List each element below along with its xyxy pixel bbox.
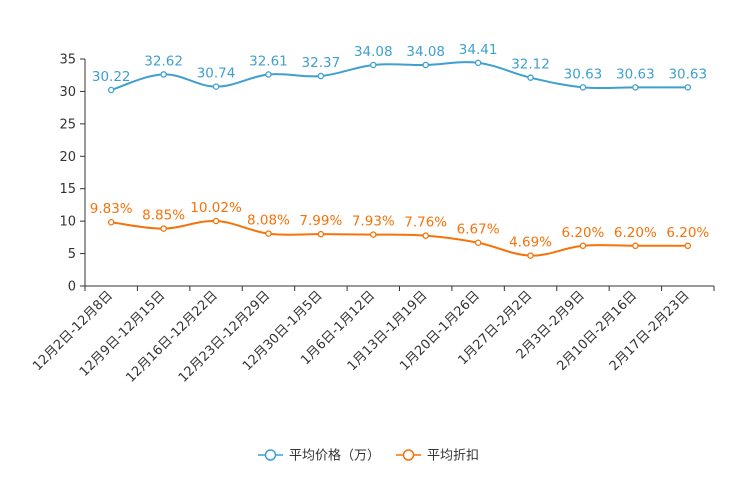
data-label: 34.41 (459, 42, 498, 58)
data-label: 32.12 (511, 57, 550, 73)
y-tick-label: 0 (68, 280, 76, 295)
y-tick-label: 30 (59, 85, 76, 100)
data-label: 32.61 (249, 54, 288, 70)
data-label: 6.20% (666, 225, 709, 241)
legend-item-average-discount: 平均折扣 (396, 449, 479, 464)
legend-item-average-price: 平均价格（万） (258, 448, 380, 464)
data-point (527, 252, 534, 259)
y-tick-label: 20 (59, 150, 76, 165)
y-tick-label: 25 (59, 117, 76, 132)
data-point (527, 74, 534, 81)
series-average-price: 30.22 32.62 30.74 32.61 32.37 34.08 34.08 34.41… (92, 42, 707, 94)
data-label: 34.08 (406, 44, 445, 60)
data-label: 7.93% (352, 214, 395, 230)
data-point (160, 225, 167, 232)
data-label: 34.08 (354, 44, 393, 60)
data-point (370, 61, 377, 69)
legend-label: 平均折扣 (427, 449, 479, 464)
data-point (212, 217, 220, 225)
legend-marker-icon (402, 449, 415, 461)
data-label: 6.20% (614, 225, 657, 241)
data-label: 30.22 (92, 69, 131, 85)
data-point (422, 232, 429, 239)
data-point (474, 239, 482, 246)
data-point (684, 242, 692, 250)
y-tick-label: 10 (59, 215, 76, 230)
data-point (107, 218, 115, 226)
series-average-discount: 9.83% 8.85% 10.02% 8.08% 7.99% 7.93% 7.76% 6.67… (90, 200, 709, 259)
legend-label: 平均价格（万） (289, 448, 380, 464)
data-point (265, 230, 272, 237)
data-label: 7.76% (404, 215, 447, 231)
data-label: 8.08% (247, 213, 290, 229)
y-tick-label: 35 (59, 53, 76, 68)
data-point (317, 72, 325, 80)
data-label: 30.63 (616, 66, 655, 82)
legend-marker-icon (264, 449, 277, 461)
data-point (212, 83, 220, 90)
data-point (107, 86, 115, 94)
data-point (265, 71, 272, 78)
series-line (111, 220, 688, 257)
data-label: 30.74 (197, 66, 236, 82)
data-point (579, 84, 587, 91)
series-layer: 30.22 32.62 30.74 32.61 32.37 34.08 34.08 34.41… (90, 42, 709, 259)
x-tick-label: 12月23日-12月29日 (176, 288, 273, 385)
data-point (370, 231, 377, 238)
data-point (160, 71, 167, 78)
legend: 平均价格（万） 平均折扣 (258, 448, 479, 464)
data-point (422, 61, 429, 69)
data-label: 30.63 (668, 66, 707, 82)
y-tick-label: 5 (68, 247, 76, 262)
data-label: 32.62 (144, 53, 183, 69)
data-label: 10.02% (190, 200, 242, 216)
data-label: 6.67% (457, 222, 500, 238)
data-label: 32.37 (302, 55, 341, 71)
data-point (317, 230, 325, 238)
data-point (632, 242, 639, 250)
data-point (579, 242, 587, 250)
data-point (632, 84, 639, 91)
x-tick-label: 12月16日-12月22日 (123, 288, 220, 385)
data-label: 9.83% (90, 201, 133, 217)
data-point (474, 59, 482, 67)
data-label: 7.99% (299, 213, 342, 229)
data-label: 8.85% (142, 208, 185, 224)
y-tick-label: 15 (59, 182, 76, 197)
data-label: 30.63 (564, 66, 603, 82)
series-line (110, 61, 688, 91)
data-label: 4.69% (509, 235, 552, 251)
data-label: 6.20% (562, 225, 605, 241)
data-point (684, 84, 692, 91)
